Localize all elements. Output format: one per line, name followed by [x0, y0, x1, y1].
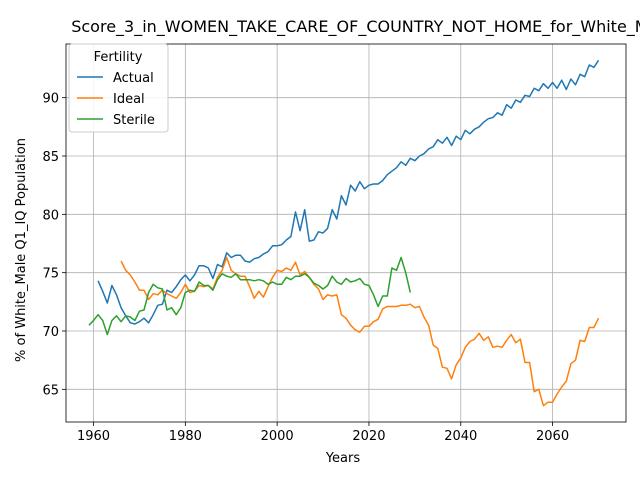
y-tick-label: 80: [42, 208, 59, 223]
series-layer: [88, 59, 600, 407]
x-tick-label: 2060: [536, 429, 569, 444]
x-tick-label: 2040: [444, 429, 477, 444]
legend-label-sterile: Sterile: [113, 113, 155, 128]
x-tick-label: 2000: [261, 429, 294, 444]
series-line-sterile: [88, 256, 412, 336]
legend-label-ideal: Ideal: [113, 92, 145, 107]
y-tick-label: 75: [42, 267, 59, 282]
legend: Fertility Actual Ideal Sterile: [68, 43, 169, 133]
plot-frame: [65, 43, 627, 423]
y-tick-label: 85: [42, 150, 59, 165]
y-axis: 65 70 75 80 85 90: [42, 92, 66, 398]
series-line-actual: [97, 59, 600, 325]
x-tick-label: 2020: [352, 429, 385, 444]
y-tick-label: 70: [42, 325, 59, 340]
chart-title: Score_3_in_WOMEN_TAKE_CARE_OF_COUNTRY_NO…: [71, 17, 640, 37]
y-axis-label: % of White_Male Q1_IQ Population: [14, 138, 29, 362]
legend-items: Actual Ideal Sterile: [77, 71, 155, 128]
x-axis-label: Years: [325, 451, 361, 466]
x-tick-label: 1960: [77, 429, 110, 444]
y-tick-label: 65: [42, 383, 59, 398]
x-axis: 1960 1980 2000 2020 2040 2060: [77, 422, 569, 444]
series-line-ideal: [120, 256, 600, 407]
y-tick-label: 90: [42, 92, 59, 107]
x-tick-label: 1980: [169, 429, 202, 444]
grid: [66, 44, 626, 422]
legend-title: Fertility: [94, 50, 143, 65]
legend-label-actual: Actual: [113, 71, 154, 86]
legend-box: [68, 43, 169, 133]
